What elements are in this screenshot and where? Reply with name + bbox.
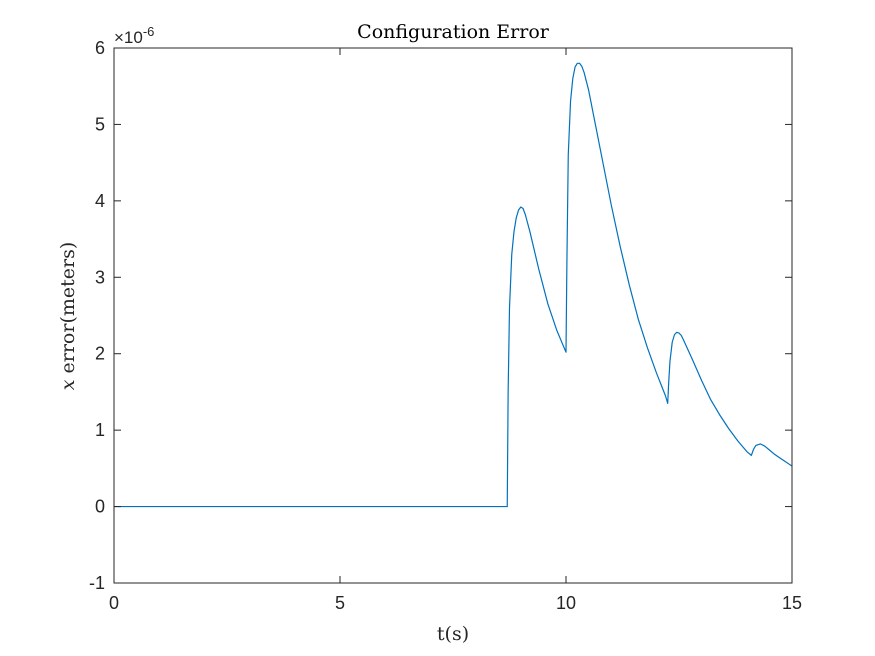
y-tick-label: 0 [95, 497, 105, 517]
chart-title: Configuration Error [357, 21, 550, 43]
series-line [114, 62, 793, 508]
y-axis-multiplier: ×10-6 [114, 24, 154, 47]
y-tick-label: 4 [95, 191, 105, 211]
x-tick-label: 10 [556, 593, 576, 613]
y-tick-label: 5 [95, 114, 105, 134]
x-tick-label: 0 [109, 593, 119, 613]
y-tick-label: 2 [95, 344, 105, 364]
y-axis-label-text: error(meters) [57, 242, 79, 374]
y-axis-label-variable: x [57, 379, 79, 390]
y-tick-label: 1 [95, 420, 105, 440]
plot-frame [113, 47, 793, 584]
x-tick-label: 5 [335, 593, 345, 613]
x-tick-label: 15 [782, 593, 802, 613]
series-layer [114, 62, 793, 508]
y-tick-label: -1 [89, 573, 105, 593]
y-axis-label: x error(meters) [57, 242, 79, 391]
x-axis-label: t(s) [437, 623, 469, 645]
y-axis-multiplier-exponent: -6 [143, 24, 155, 39]
y-tick-label: 6 [95, 38, 105, 58]
y-tick-label: 3 [95, 267, 105, 287]
plot-area [114, 48, 792, 583]
y-axis-multiplier-base: ×10 [114, 28, 143, 47]
